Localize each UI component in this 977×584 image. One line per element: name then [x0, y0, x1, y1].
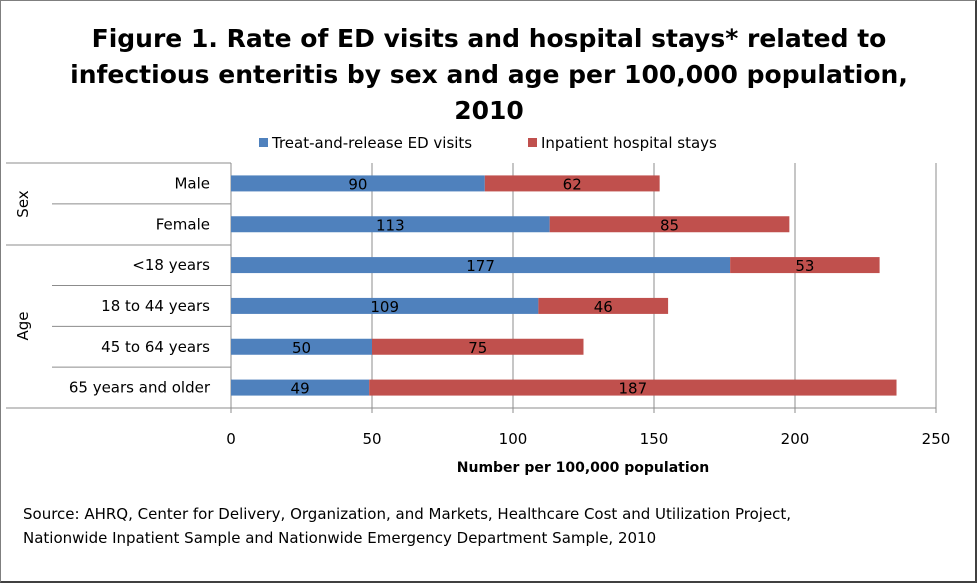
- bar-inpatient-stays: [730, 257, 880, 274]
- bar-inpatient-stays: [372, 338, 584, 355]
- data-label: 62: [563, 175, 582, 193]
- legend-swatch-inpatient: [528, 138, 537, 147]
- bar-inpatient-stays: [549, 216, 790, 233]
- bar-ed-visits: [231, 216, 550, 233]
- bar-ed-visits: [231, 338, 372, 355]
- data-label: 53: [795, 257, 814, 275]
- data-label: 75: [468, 339, 487, 357]
- chart-title-line-1: Figure 1. Rate of ED visits and hospital…: [92, 24, 887, 53]
- data-label: 177: [466, 257, 495, 275]
- legend-swatch-ed: [259, 138, 268, 147]
- data-label: 50: [292, 339, 311, 357]
- bars: 90 62 113 85 177 53 109 46 50 75 49 187: [231, 175, 897, 398]
- category-labels: Male Female <18 years 18 to 44 years 45 to 6…: [69, 174, 211, 396]
- axes: Sex Age 0 50 100 150 200 250: [6, 162, 951, 448]
- x-tick-label: 0: [226, 430, 236, 448]
- gridlines: [371, 163, 937, 408]
- category-label: Male: [174, 174, 210, 192]
- chart-title-line-3: 2010: [454, 96, 524, 125]
- x-axis-title: Number per 100,000 population: [457, 460, 709, 476]
- data-label: 46: [594, 298, 613, 316]
- group-label-age: Age: [14, 311, 32, 340]
- bar-inpatient-stays: [538, 297, 669, 314]
- source-line-2: Nationwide Inpatient Sample and Nationwi…: [23, 529, 656, 547]
- category-label: 65 years and older: [69, 379, 211, 397]
- source-line-1: Source: AHRQ, Center for Delivery, Organ…: [23, 505, 791, 523]
- legend-label-inpatient: Inpatient hospital stays: [541, 134, 717, 152]
- chart-title-line-2: infectious enteritis by sex and age per …: [70, 60, 908, 89]
- x-tick-label: 250: [922, 430, 951, 448]
- category-label: <18 years: [132, 256, 210, 274]
- data-label: 90: [348, 175, 367, 193]
- group-label-sex: Sex: [14, 190, 32, 217]
- data-label: 187: [619, 380, 648, 398]
- data-label: 113: [376, 216, 405, 234]
- x-tick-label: 150: [640, 430, 669, 448]
- bar-inpatient-stays: [484, 175, 660, 192]
- data-label: 85: [660, 216, 679, 234]
- category-label: 18 to 44 years: [101, 297, 210, 315]
- data-label: 109: [370, 298, 399, 316]
- x-tick-label: 50: [362, 430, 381, 448]
- bar-inpatient-stays: [369, 379, 897, 396]
- category-label: 45 to 64 years: [101, 338, 210, 356]
- bar-ed-visits: [231, 175, 485, 192]
- legend-label-ed: Treat-and-release ED visits: [271, 134, 472, 152]
- legend: Treat-and-release ED visits Inpatient ho…: [259, 134, 717, 152]
- x-tick-label: 100: [499, 430, 528, 448]
- x-tick-label: 200: [781, 430, 810, 448]
- bar-ed-visits: [231, 297, 539, 314]
- data-label: 49: [291, 380, 310, 398]
- bar-ed-visits: [231, 379, 370, 396]
- category-label: Female: [156, 215, 210, 233]
- bar-ed-visits: [231, 257, 731, 274]
